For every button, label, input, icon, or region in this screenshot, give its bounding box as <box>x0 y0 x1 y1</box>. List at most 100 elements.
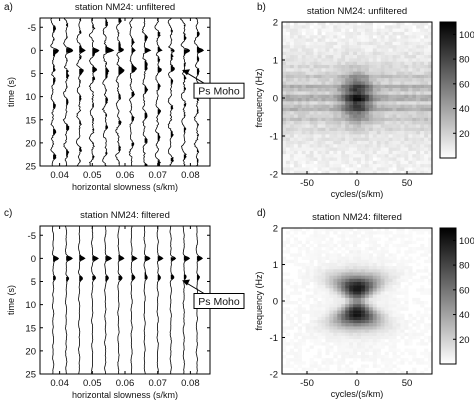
trace-line <box>180 18 191 166</box>
traces <box>51 226 204 374</box>
panel-title: station NM24: filtered <box>80 210 170 221</box>
trace-line <box>50 18 60 166</box>
trace-line <box>62 18 74 166</box>
trace-fill <box>170 257 176 280</box>
y-tick-label: 0 <box>273 297 278 308</box>
y-tick-label: -2 <box>270 170 278 181</box>
x-axis-label: horizontal slowness (s/km) <box>72 390 178 400</box>
trace-line <box>117 226 125 374</box>
x-tick-label: 0.08 <box>181 378 200 389</box>
colorbar-tick-label: 80 <box>459 55 470 66</box>
x-tick-label: 50 <box>402 378 413 389</box>
trace-line <box>154 18 163 166</box>
colorbar-tick-label: 100 <box>459 236 474 247</box>
annotation-text: Ps Moho <box>198 86 240 98</box>
heatmap-cells <box>282 228 433 375</box>
x-tick-label: 50 <box>402 178 413 189</box>
x-tick-label: 0.04 <box>50 378 69 389</box>
y-tick-label: -5 <box>28 231 36 242</box>
trace-line <box>128 18 138 166</box>
y-tick-label: 25 <box>25 162 36 173</box>
x-axis-label: cycles/(s/km) <box>331 389 384 399</box>
panel-letter: b) <box>257 2 266 13</box>
trace-line <box>76 18 86 166</box>
panel-title: station NM24: unfiltered <box>307 6 407 17</box>
trace-fill <box>144 35 151 166</box>
y-tick-label: 20 <box>25 346 36 357</box>
y-axis-label: time (s) <box>6 77 16 107</box>
trace-fill <box>92 18 99 160</box>
colorbar <box>439 227 457 365</box>
y-tick-label: 25 <box>25 370 36 381</box>
colorbar <box>439 21 457 159</box>
trace-line <box>51 226 60 374</box>
y-tick-label: 15 <box>25 115 36 126</box>
heatmap-cells <box>282 22 433 175</box>
trace-line <box>141 18 152 166</box>
panel-letter: d) <box>257 208 266 219</box>
trace-line <box>88 18 100 166</box>
annotation-box <box>193 82 245 99</box>
colorbar-tick-label: 80 <box>459 261 470 272</box>
trace-line <box>104 226 113 374</box>
trace-line <box>182 226 191 374</box>
trace-line <box>101 18 115 166</box>
annotation-text: Ps Moho <box>198 296 240 308</box>
trace-fill <box>118 254 124 281</box>
y-tick-label: 1 <box>273 260 278 271</box>
colorbar-tick-label: 40 <box>459 104 470 115</box>
colorbar-tick-label: 100 <box>459 30 474 41</box>
y-tick-label: 20 <box>25 138 36 149</box>
trace-line <box>64 226 73 374</box>
x-tick-label: 0 <box>354 378 359 389</box>
panel-a: a) station NM24: unfiltered 0.04 0.05 0.06 0.… <box>4 2 245 192</box>
trace-line <box>78 226 86 374</box>
y-tick-label: -1 <box>270 132 278 143</box>
colorbar-tick-label: 40 <box>459 310 470 321</box>
panel-b: b) station NM24: unfiltered -50 0 50 -2 -1 0 1 2 c… <box>254 2 474 199</box>
plot-area <box>39 17 211 167</box>
x-tick-label: 0.08 <box>181 170 200 181</box>
y-tick-label: 1 <box>273 56 278 67</box>
y-tick-label: -5 <box>28 23 36 34</box>
panel-d: d) station NM24: filtered -50 0 50 -2 -1 0 1 2 cyc… <box>254 208 474 399</box>
y-tick-label: 10 <box>25 300 36 311</box>
colorbar-tick-label: 20 <box>459 335 470 346</box>
x-tick-label: 0 <box>354 178 359 189</box>
x-tick-label: 0.06 <box>116 378 135 389</box>
annotation-box <box>193 293 245 309</box>
x-tick-label: -50 <box>300 378 314 389</box>
trace-line <box>156 226 164 374</box>
x-tick-label: 0.07 <box>148 170 167 181</box>
y-axis-label: frequency (Hz) <box>254 68 264 127</box>
trace-fill <box>131 18 137 147</box>
x-tick-label: 0.06 <box>116 170 135 181</box>
y-tick-label: 0 <box>31 254 36 265</box>
y-tick-label: 2 <box>273 18 278 29</box>
y-tick-label: 0 <box>273 94 278 105</box>
panel-title: station NM24: filtered <box>312 212 402 223</box>
colorbar-tick-label: 60 <box>459 79 470 90</box>
trace-line <box>115 18 125 166</box>
y-tick-label: 5 <box>31 277 36 288</box>
y-axis-label: time (s) <box>6 285 16 315</box>
annotation-arrowhead <box>182 69 190 76</box>
trace-line <box>130 226 138 374</box>
trace-line <box>143 226 151 374</box>
y-tick-label: 2 <box>273 224 278 235</box>
x-axis-label: horizontal slowness (s/km) <box>72 182 178 192</box>
x-tick-label: -50 <box>300 178 314 189</box>
panel-c: c) station NM24: filtered 0.04 0.05 0.06 0.07… <box>4 208 245 400</box>
panel-title: station NM24: unfiltered <box>75 2 175 13</box>
colorbar-tick-label: 20 <box>459 129 470 140</box>
trace-fill <box>79 254 85 282</box>
panel-letter: a) <box>4 2 13 13</box>
plot-area <box>39 225 211 375</box>
y-tick-label: -1 <box>270 333 278 344</box>
traces <box>50 18 205 166</box>
y-tick-label: 5 <box>31 69 36 80</box>
trace-line <box>169 226 177 374</box>
colorbar-tick-label: 60 <box>459 285 470 296</box>
panel-letter: c) <box>4 208 12 219</box>
